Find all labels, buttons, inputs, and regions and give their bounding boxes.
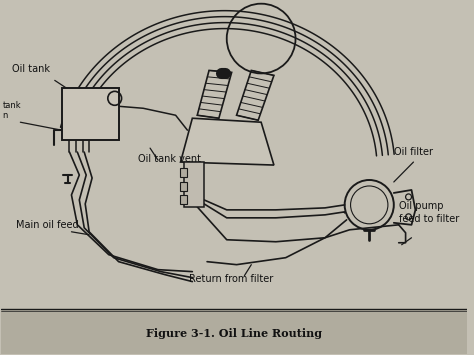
FancyBboxPatch shape [180, 182, 187, 191]
Text: Oil pump
feed to filter: Oil pump feed to filter [399, 201, 459, 224]
Bar [62, 88, 118, 140]
Text: Oil tank vent: Oil tank vent [138, 154, 201, 164]
Text: Main oil feed: Main oil feed [17, 220, 79, 230]
Text: tank
n: tank n [3, 101, 21, 120]
Text: Figure 3-1. Oil Line Routing: Figure 3-1. Oil Line Routing [146, 328, 322, 339]
Text: Return from filter: Return from filter [190, 274, 273, 284]
Text: Oil filter: Oil filter [394, 147, 433, 157]
FancyBboxPatch shape [180, 196, 187, 204]
Text: Oil tank: Oil tank [12, 64, 51, 75]
Bar [0, 310, 466, 354]
Polygon shape [181, 118, 274, 165]
Bar [184, 162, 204, 207]
FancyBboxPatch shape [180, 168, 187, 176]
